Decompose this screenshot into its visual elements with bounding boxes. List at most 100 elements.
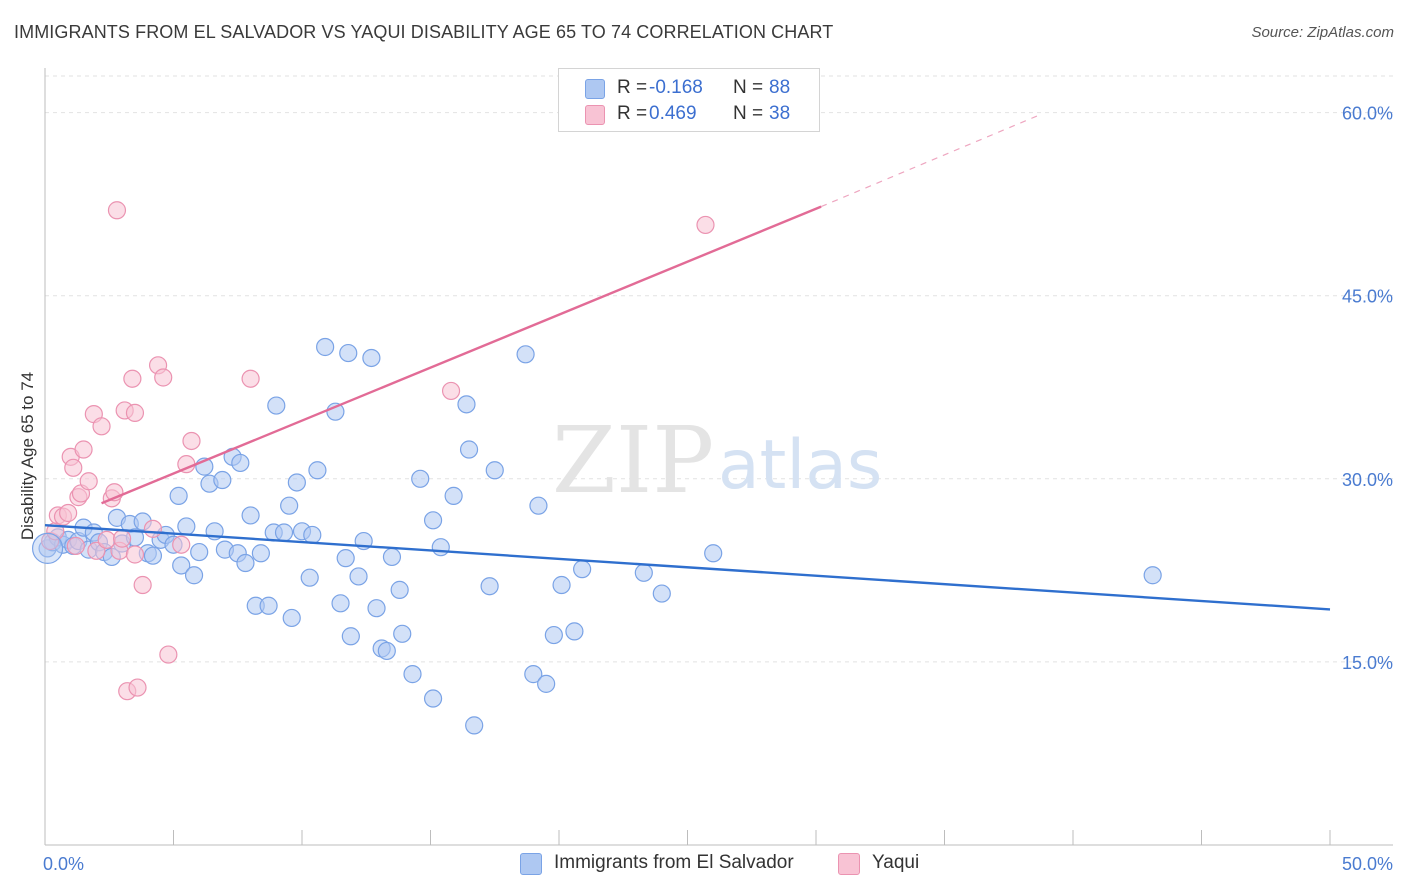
source-label: Source: ZipAtlas.com xyxy=(1251,24,1394,41)
bottom-legend-swatch-el-salvador xyxy=(520,853,542,875)
data-point xyxy=(565,622,584,641)
data-point xyxy=(552,575,571,595)
data-point xyxy=(259,596,278,615)
data-point xyxy=(282,608,301,628)
data-point xyxy=(393,624,412,643)
data-point xyxy=(480,577,499,596)
data-point xyxy=(411,469,430,488)
legend-n-label: N = xyxy=(733,103,764,124)
data-point xyxy=(274,523,294,542)
bottom-legend-label-yaqui: Yaqui xyxy=(872,852,920,873)
y-tick-label: 15.0% xyxy=(1342,653,1393,673)
data-point xyxy=(143,546,163,565)
data-point xyxy=(241,506,260,525)
data-point xyxy=(382,547,402,567)
data-point xyxy=(133,575,152,595)
data-point xyxy=(339,343,358,363)
data-point xyxy=(537,674,556,693)
bottom-legend-label-el-salvador: Immigrants from El Salvador xyxy=(554,852,794,873)
data-point xyxy=(231,453,250,473)
data-point xyxy=(143,519,163,538)
data-point xyxy=(169,486,188,505)
data-point xyxy=(390,580,409,599)
data-point xyxy=(524,665,543,684)
axes xyxy=(44,68,1393,846)
data-point xyxy=(573,560,592,579)
data-point xyxy=(154,368,173,387)
legend-swatch-yaqui xyxy=(585,105,605,125)
data-point xyxy=(403,665,422,684)
data-point xyxy=(303,525,322,545)
data-point xyxy=(444,486,463,505)
series-yaqui-points xyxy=(41,201,715,701)
data-point xyxy=(529,496,548,515)
legend-n-value: 38 xyxy=(769,103,791,124)
correlation-legend: R = -0.168 N = 88 R = 0.469 N = 38 xyxy=(558,68,820,132)
data-point xyxy=(190,542,209,562)
watermark: ZIP atlas xyxy=(552,407,882,514)
data-point xyxy=(107,201,127,220)
data-point xyxy=(74,440,93,459)
data-point xyxy=(331,594,350,613)
data-point xyxy=(457,395,476,414)
data-point xyxy=(431,538,450,557)
data-points xyxy=(31,201,1162,735)
watermark-zip: ZIP xyxy=(552,407,714,514)
bottom-legend-swatch-yaqui xyxy=(838,853,860,875)
data-point xyxy=(362,348,381,368)
data-point xyxy=(516,345,535,364)
data-point xyxy=(465,716,484,735)
data-point xyxy=(92,417,111,436)
x-tick-labels: 0.0% 50.0% xyxy=(43,854,1393,874)
data-point xyxy=(241,369,260,388)
y-tick-label: 45.0% xyxy=(1342,287,1393,307)
watermark-atlas: atlas xyxy=(718,426,882,505)
data-point xyxy=(377,641,396,661)
data-point xyxy=(423,511,443,530)
data-point xyxy=(125,403,145,422)
data-point xyxy=(1143,566,1162,585)
data-point xyxy=(172,535,191,554)
data-point xyxy=(634,563,653,582)
y-tick-labels: 15.0% 30.0% 45.0% 60.0% xyxy=(1342,104,1393,673)
y-axis-label: Disability Age 65 to 74 xyxy=(18,372,37,540)
data-point xyxy=(696,215,715,235)
legend-n-label: N = xyxy=(733,77,764,98)
legend-r-label: R = xyxy=(617,77,648,98)
series-el-salvador-points xyxy=(38,337,1162,735)
data-point xyxy=(177,517,196,536)
trend-lines xyxy=(44,113,1331,611)
legend-r-value: 0.469 xyxy=(649,103,697,124)
data-point xyxy=(112,529,132,548)
data-point xyxy=(423,689,443,708)
data-point xyxy=(300,568,319,587)
data-point xyxy=(64,458,83,477)
data-point xyxy=(66,536,85,556)
data-point xyxy=(336,549,355,568)
data-point xyxy=(182,431,201,451)
chart-title: IMMIGRANTS FROM EL SALVADOR VS YAQUI DIS… xyxy=(14,22,834,42)
data-point xyxy=(287,473,306,492)
data-point xyxy=(159,645,178,664)
data-point xyxy=(59,503,78,523)
data-point xyxy=(341,627,360,646)
legend-n-value: 88 xyxy=(769,77,791,98)
data-point xyxy=(367,599,386,618)
data-point xyxy=(123,369,142,388)
y-tick-label: 60.0% xyxy=(1342,104,1393,124)
trend-line-el-salvador xyxy=(44,523,1331,611)
gridlines xyxy=(45,75,1393,663)
data-point xyxy=(213,470,232,490)
data-point xyxy=(544,625,563,645)
data-point xyxy=(280,496,299,515)
data-point xyxy=(236,553,255,573)
data-point xyxy=(349,567,368,586)
data-point xyxy=(267,396,286,415)
legend-r-label: R = xyxy=(617,103,648,124)
legend-r-value: -0.168 xyxy=(649,77,703,98)
data-point xyxy=(79,472,98,491)
data-point xyxy=(251,544,270,563)
data-point xyxy=(308,461,327,480)
legend-swatch-el-salvador xyxy=(585,79,605,99)
